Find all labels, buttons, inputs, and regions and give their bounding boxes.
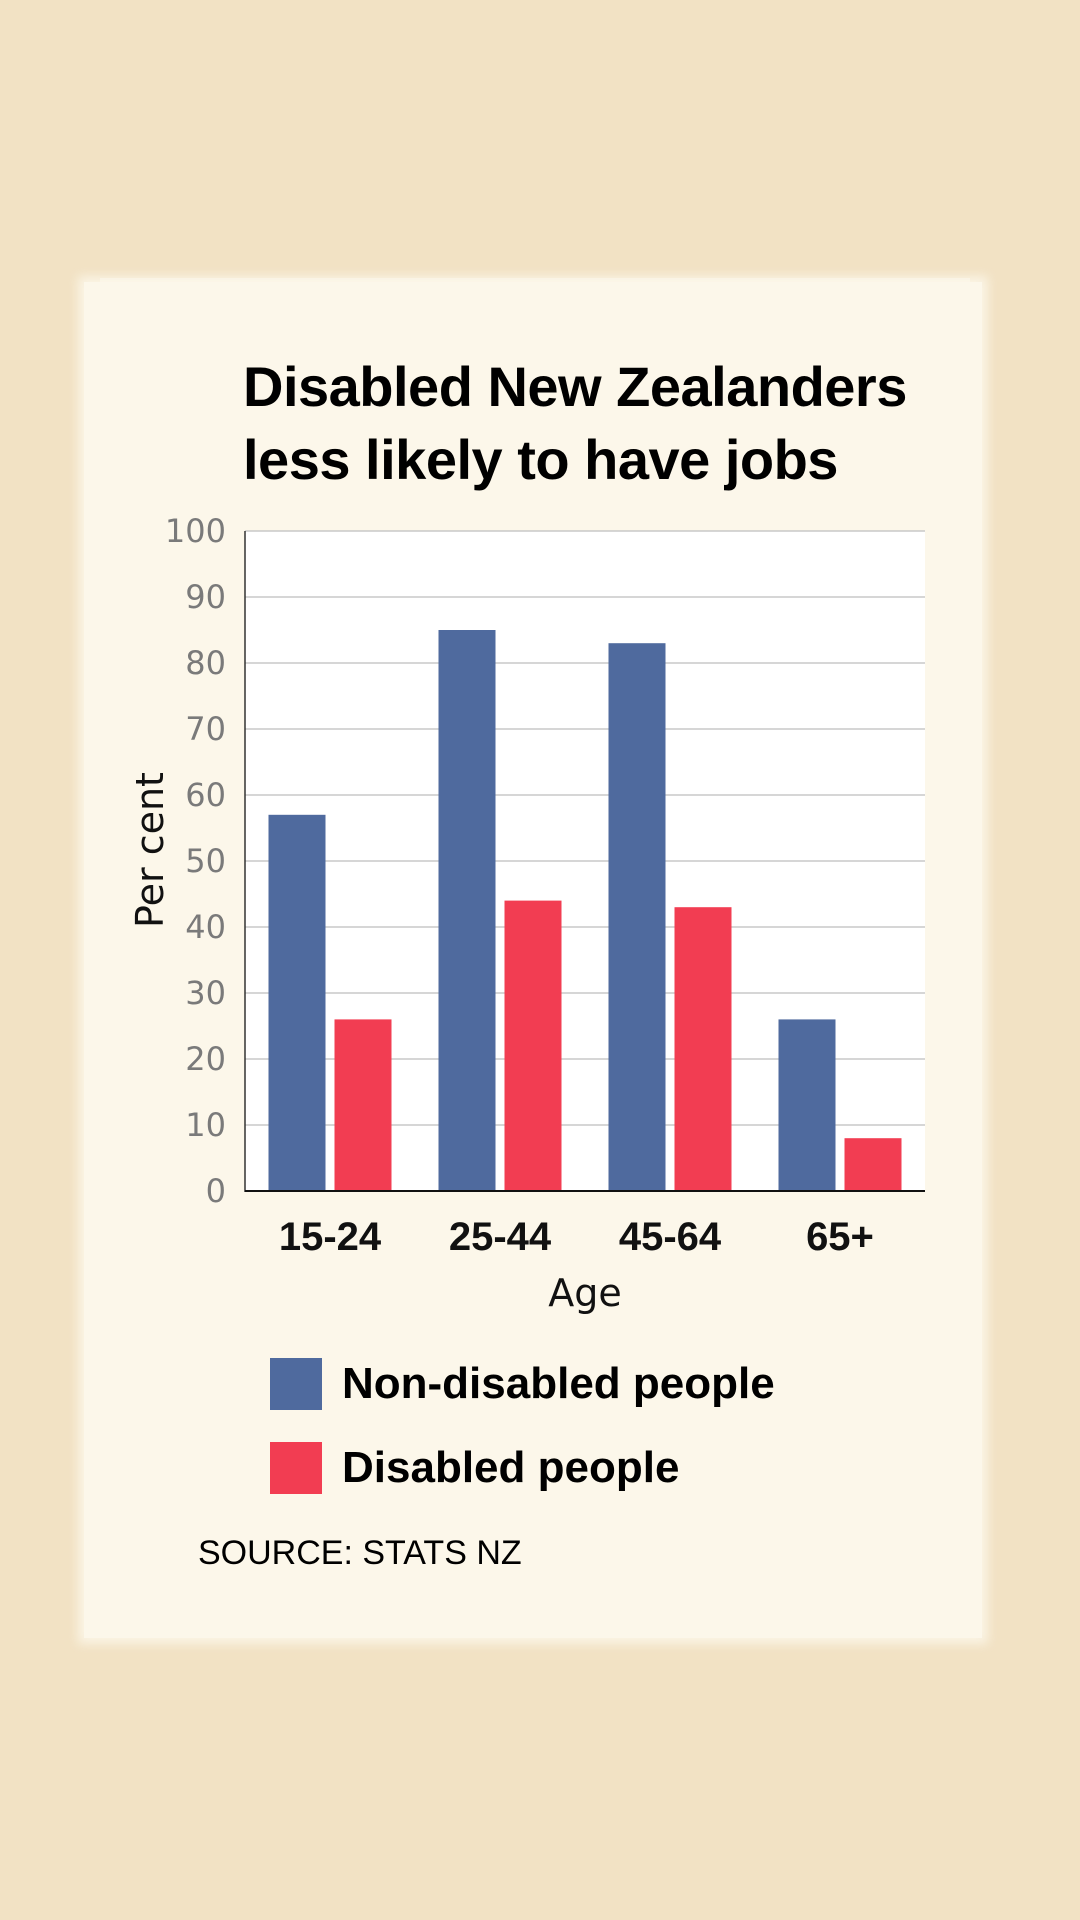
x-tick-label: 15-24 <box>279 1215 382 1259</box>
bar-non-disabled-45-64 <box>608 643 666 1191</box>
x-axis-title: Age <box>548 1271 622 1315</box>
y-tick-label: 10 <box>185 1106 226 1144</box>
bar-disabled-65+ <box>844 1138 902 1191</box>
y-tick-label: 50 <box>185 842 226 880</box>
y-tick-labels: 0 10 20 30 40 50 60 70 80 90 100 <box>165 512 226 1210</box>
x-tick-label: 65+ <box>806 1215 874 1259</box>
legend: Non-disabled people Disabled people <box>270 1342 775 1510</box>
y-tick-label: 0 <box>206 1172 226 1210</box>
bar-non-disabled-25-44 <box>438 630 496 1191</box>
bar-non-disabled-65+ <box>778 1019 836 1191</box>
y-tick-label: 90 <box>185 578 226 616</box>
title-line-2: less likely to have jobs <box>243 428 838 491</box>
y-tick-label: 70 <box>185 710 226 748</box>
y-tick-label: 60 <box>185 776 226 814</box>
y-tick-label: 40 <box>185 908 226 946</box>
bar-disabled-45-64 <box>674 907 732 1191</box>
y-tick-label: 80 <box>185 644 226 682</box>
x-tick-label: 45-64 <box>619 1215 722 1259</box>
chart-title: Disabled New Zealanders less likely to h… <box>243 350 963 496</box>
title-line-1: Disabled New Zealanders <box>243 355 907 418</box>
legend-item-disabled: Disabled people <box>270 1426 775 1510</box>
bar-non-disabled-15-24 <box>268 814 326 1191</box>
y-tick-label: 30 <box>185 974 226 1012</box>
legend-swatch-non-disabled <box>270 1358 322 1410</box>
legend-label-disabled: Disabled people <box>342 1443 680 1492</box>
legend-swatch-disabled <box>270 1442 322 1494</box>
legend-item-non-disabled: Non-disabled people <box>270 1342 775 1426</box>
y-axis-title: Per cent <box>128 772 172 928</box>
y-tick-label: 100 <box>165 512 226 550</box>
x-tick-labels: 15-24 25-44 45-64 65+ <box>279 1215 874 1259</box>
source-note: SOURCE: STATS NZ <box>198 1534 522 1572</box>
legend-label-non-disabled: Non-disabled people <box>342 1359 775 1408</box>
y-tick-label: 20 <box>185 1040 226 1078</box>
bar-disabled-25-44 <box>504 900 562 1191</box>
x-tick-label: 25-44 <box>449 1215 552 1259</box>
bars <box>268 630 902 1191</box>
bar-disabled-15-24 <box>334 1019 392 1191</box>
